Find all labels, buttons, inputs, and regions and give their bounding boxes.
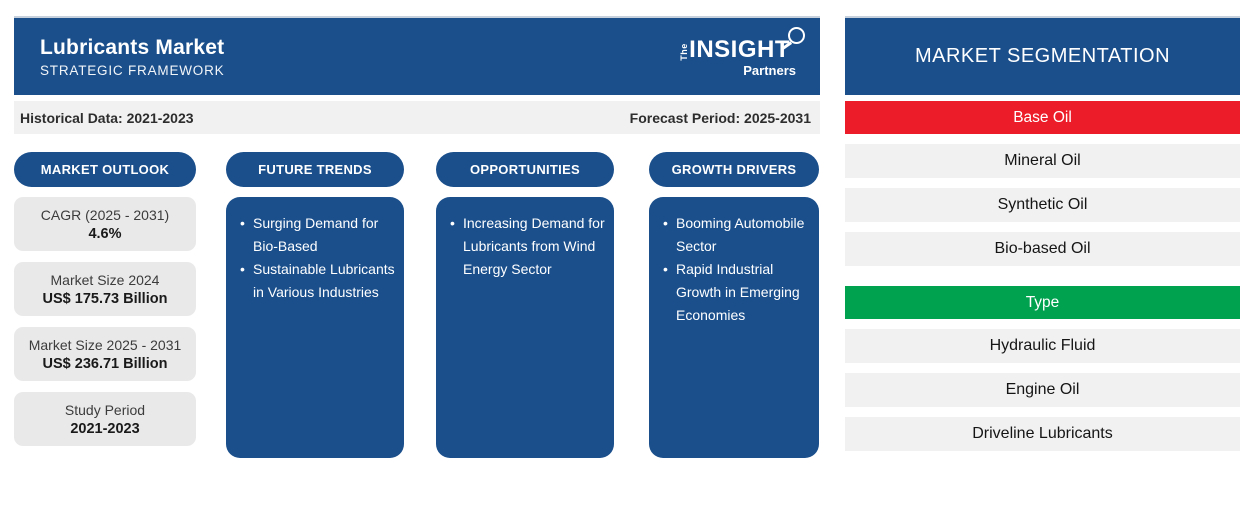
stat-label: Market Size 2025 - 2031 (28, 336, 182, 353)
pill-opportunities: OPPORTUNITIES (436, 152, 614, 187)
opportunities-list: Increasing Demand for Lubricants from Wi… (450, 212, 606, 281)
forecast-period-label: Forecast Period: 2025-2031 (629, 109, 811, 126)
opportunities-box: Increasing Demand for Lubricants from Wi… (436, 197, 614, 458)
segmentation-rows: Base Oil Mineral Oil Synthetic Oil Bio-base… (845, 101, 1240, 451)
stat-label: Study Period (64, 401, 146, 418)
logo-insight-text: INSIGHT (689, 35, 790, 63)
column-opportunities: OPPORTUNITIES Increasing Demand for Lubr… (436, 152, 614, 458)
stat-value: 4.6% (88, 225, 122, 242)
segmentation-title: MARKET SEGMENTATION (845, 16, 1240, 95)
stat-box: Market Size 2025 - 2031 US$ 236.71 Billio… (14, 327, 196, 381)
logo-partners-text: Partners (743, 62, 796, 78)
segmentation-category: Type (845, 286, 1240, 319)
stat-label: Market Size 2024 (50, 271, 160, 288)
pill-future-trends: FUTURE TRENDS (226, 152, 404, 187)
segmentation-item: Driveline Lubricants (845, 417, 1240, 451)
segmentation-item: Hydraulic Fluid (845, 329, 1240, 363)
column-growth-drivers: GROWTH DRIVERS Booming Automobile Sector… (649, 152, 819, 458)
bullet-item: Sustainable Lubricants in Various Indust… (240, 258, 396, 304)
pill-market-outlook: MARKET OUTLOOK (14, 152, 196, 187)
stat-box: Study Period 2021-2023 (14, 392, 196, 446)
bullet-item: Increasing Demand for Lubricants from Wi… (450, 212, 606, 281)
segmentation-item: Synthetic Oil (845, 188, 1240, 222)
segmentation-item: Bio-based Oil (845, 232, 1240, 266)
future-trends-list: Surging Demand for Bio-BasedSustainable … (240, 212, 396, 304)
magnifier-icon (788, 26, 805, 44)
stat-box: Market Size 2024 US$ 175.73 Billion (14, 262, 196, 316)
segmentation-category: Base Oil (845, 101, 1240, 134)
stat-value: US$ 175.73 Billion (42, 290, 168, 307)
bullet-item: Booming Automobile Sector (663, 212, 811, 258)
stat-label: CAGR (2025 - 2031) (40, 206, 170, 223)
pill-growth-drivers: GROWTH DRIVERS (649, 152, 819, 187)
growth-drivers-box: Booming Automobile SectorRapid Industria… (649, 197, 819, 458)
segmentation-item: Mineral Oil (845, 144, 1240, 178)
segmentation-item: Engine Oil (845, 373, 1240, 407)
insight-partners-logo: TheINSIGHT Partners (675, 26, 805, 78)
report-header: Lubricants Market STRATEGIC FRAMEWORK Th… (14, 16, 820, 95)
page-title: Lubricants Market (40, 35, 225, 59)
column-future-trends: FUTURE TRENDS Surging Demand for Bio-Bas… (226, 152, 404, 458)
report-title-block: Lubricants Market STRATEGIC FRAMEWORK (14, 36, 224, 78)
future-trends-box: Surging Demand for Bio-BasedSustainable … (226, 197, 404, 458)
stat-value: US$ 236.71 Billion (42, 355, 168, 372)
market-outlook-stats: CAGR (2025 - 2031) 4.6% Market Size 2024 US… (14, 197, 196, 446)
page-subtitle: STRATEGIC FRAMEWORK (40, 62, 225, 78)
bullet-item: Rapid Industrial Growth in Emerging Econ… (663, 258, 811, 327)
logo-wordmark: TheINSIGHT (675, 26, 805, 64)
stat-value: 2021-2023 (70, 420, 140, 437)
historical-data-label: Historical Data: 2021-2023 (20, 109, 194, 126)
period-strip: Historical Data: 2021-2023 Forecast Peri… (14, 101, 820, 134)
market-segmentation-panel: MARKET SEGMENTATION Base Oil Mineral Oil S… (845, 16, 1240, 451)
bullet-item: Surging Demand for Bio-Based (240, 212, 396, 258)
logo-the-text: The (678, 42, 689, 61)
stat-box: CAGR (2025 - 2031) 4.6% (14, 197, 196, 251)
column-market-outlook: MARKET OUTLOOK CAGR (2025 - 2031) 4.6% Mar… (14, 152, 196, 446)
growth-drivers-list: Booming Automobile SectorRapid Industria… (663, 212, 811, 327)
